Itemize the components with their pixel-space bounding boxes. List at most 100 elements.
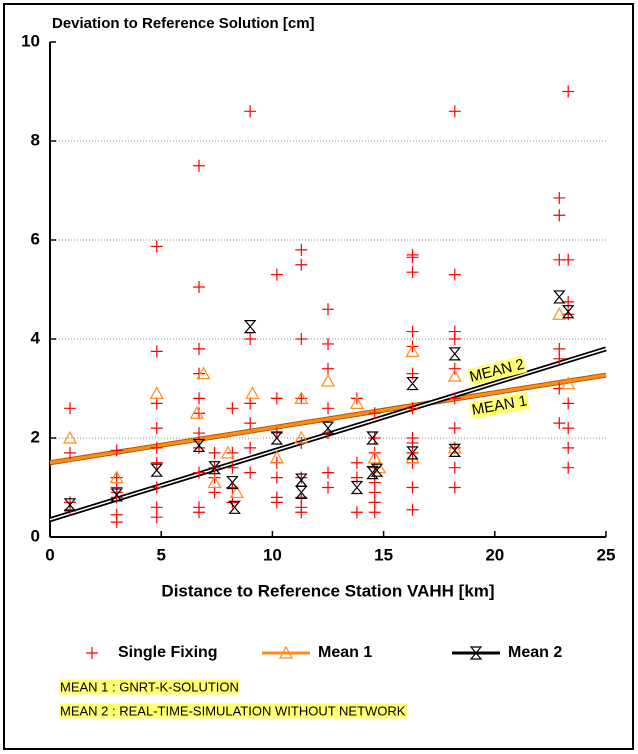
point: [196, 366, 211, 380]
point: [226, 475, 239, 490]
point: [553, 191, 566, 204]
x-tick-label: 0: [45, 545, 54, 564]
x-tick-label: 10: [263, 545, 282, 564]
point: [366, 431, 379, 445]
x-tick-label: 5: [156, 545, 165, 564]
point: [322, 303, 334, 316]
point: [110, 488, 124, 502]
point: [320, 373, 336, 387]
y-tick-label: 0: [31, 526, 40, 545]
point: [448, 443, 462, 457]
point: [208, 446, 221, 459]
point: [193, 342, 206, 355]
point: [64, 446, 77, 459]
note: MEAN 2 : REAL-TIME-SIMULATION WITHOUT NE…: [60, 703, 406, 718]
point: [150, 511, 163, 524]
point: [193, 506, 206, 519]
point: [295, 258, 308, 271]
point: [370, 463, 384, 477]
point: [368, 407, 381, 420]
point: [562, 461, 575, 474]
point: [553, 352, 566, 365]
point: [350, 480, 364, 495]
legend-marker: [278, 645, 294, 659]
point: [243, 320, 257, 334]
point: [406, 376, 419, 391]
point: [562, 85, 575, 98]
point: [322, 362, 334, 375]
point: [294, 391, 309, 404]
y-tick-label: 6: [31, 229, 40, 248]
y-tick-label: 10: [21, 31, 40, 50]
point: [406, 325, 419, 338]
point: [150, 463, 164, 477]
point: [321, 421, 335, 435]
point: [406, 266, 419, 279]
legend-marker: [86, 647, 98, 659]
point: [63, 430, 78, 444]
point: [448, 347, 462, 361]
point: [193, 281, 206, 294]
legend-label: Single Fixing: [118, 644, 218, 661]
point: [350, 456, 363, 469]
point: [208, 486, 221, 499]
point: [561, 305, 575, 319]
point: [244, 466, 257, 479]
point: [448, 392, 461, 405]
point: [226, 461, 239, 474]
point: [322, 402, 334, 415]
point: [244, 417, 257, 430]
point: [207, 475, 222, 489]
point: [562, 308, 575, 321]
highlight: [469, 392, 530, 420]
point: [150, 345, 163, 358]
point: [64, 402, 77, 415]
point: [405, 344, 420, 357]
point: [562, 422, 575, 435]
point: [193, 367, 206, 380]
point: [193, 466, 206, 479]
point: [270, 496, 283, 509]
point: [295, 333, 308, 345]
point: [322, 337, 334, 350]
point: [448, 422, 461, 435]
point: [270, 268, 283, 281]
x-axis-label: Distance to Reference Station VAHH [km]: [161, 581, 494, 600]
point: [193, 407, 206, 420]
point: [244, 441, 257, 454]
note: MEAN 1 : GNRT-K-SOLUTION: [60, 679, 239, 694]
point: [562, 397, 575, 410]
point: [270, 392, 283, 405]
point: [208, 461, 221, 475]
y-tick-label: 8: [31, 130, 40, 149]
point: [150, 441, 163, 454]
point: [406, 481, 419, 494]
point: [193, 427, 206, 440]
point: [193, 441, 206, 454]
point: [553, 417, 566, 430]
point: [226, 496, 239, 509]
point: [448, 362, 461, 375]
highlight: [466, 355, 528, 386]
point: [448, 333, 461, 345]
point: [562, 253, 575, 266]
chart-title: Deviation to Reference Solution [cm]: [52, 15, 315, 32]
point: [110, 444, 123, 457]
point: [226, 402, 239, 415]
highlight: [59, 703, 407, 719]
point: [294, 430, 309, 444]
point: [406, 402, 419, 415]
point: [150, 422, 163, 435]
frame: [3, 3, 634, 750]
point: [189, 405, 204, 419]
point: [295, 471, 308, 484]
point: [553, 290, 566, 304]
point: [295, 506, 308, 519]
point: [192, 438, 206, 453]
point: [367, 450, 382, 464]
point: [448, 481, 461, 494]
point: [109, 470, 124, 484]
legend-label: Mean 2: [508, 644, 562, 661]
point: [368, 432, 381, 444]
